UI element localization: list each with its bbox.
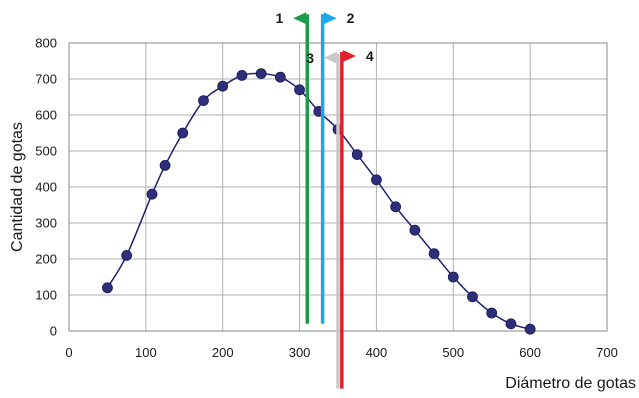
y-tick-label: 400 bbox=[35, 180, 57, 195]
data-point bbox=[121, 249, 133, 261]
x-tick-labels: 0 100 200 300 400 500 600 700 bbox=[65, 345, 617, 360]
marker-label-2: 2 bbox=[347, 10, 355, 26]
x-tick-label: 300 bbox=[289, 345, 311, 360]
y-tick-label: 300 bbox=[35, 216, 57, 231]
data-point bbox=[409, 224, 421, 236]
x-tick-label: 100 bbox=[135, 345, 157, 360]
y-tick-label: 100 bbox=[35, 288, 57, 303]
y-tick-label: 0 bbox=[50, 324, 57, 339]
data-point bbox=[467, 291, 478, 303]
data-point bbox=[236, 70, 248, 81]
marker-label-3: 3 bbox=[306, 50, 314, 66]
x-tick-label: 400 bbox=[366, 345, 388, 360]
marker-arrow-3 bbox=[324, 51, 337, 64]
data-point bbox=[428, 248, 440, 260]
data-point bbox=[159, 159, 171, 171]
data-point bbox=[486, 307, 498, 319]
data-point bbox=[198, 95, 209, 106]
data-point bbox=[255, 68, 267, 79]
y-tick-labels: 0 100 200 300 400 500 600 700 800 bbox=[35, 36, 57, 339]
x-tick-label: 700 bbox=[596, 345, 618, 360]
vertical-markers: 1 2 3 4 bbox=[275, 10, 374, 389]
y-axis-label: Cantidad de gotas bbox=[9, 122, 26, 252]
x-axis-label: Diámetro de gotas bbox=[505, 375, 636, 392]
data-point bbox=[447, 271, 459, 283]
y-tick-label: 600 bbox=[35, 108, 57, 123]
data-point bbox=[102, 282, 113, 294]
x-tick-label: 500 bbox=[442, 345, 464, 360]
data-point bbox=[390, 201, 402, 213]
data-point bbox=[177, 127, 189, 139]
data-point bbox=[505, 318, 517, 330]
y-tick-label: 200 bbox=[35, 252, 57, 267]
data-point bbox=[371, 174, 382, 186]
data-point bbox=[274, 71, 286, 83]
data-point bbox=[146, 188, 158, 200]
y-tick-label: 700 bbox=[35, 72, 57, 87]
data-point bbox=[217, 80, 229, 92]
marker-label-4: 4 bbox=[366, 48, 374, 64]
data-point bbox=[524, 323, 536, 335]
data-point bbox=[294, 84, 305, 96]
data-points bbox=[102, 68, 536, 335]
marker-arrow-4 bbox=[342, 50, 356, 62]
x-tick-label: 600 bbox=[519, 345, 541, 360]
y-tick-label: 800 bbox=[35, 36, 57, 51]
marker-arrow-1 bbox=[293, 12, 307, 25]
data-point bbox=[351, 149, 363, 161]
x-tick-label: 0 bbox=[65, 345, 72, 360]
marker-arrow-2 bbox=[323, 12, 337, 25]
marker-label-1: 1 bbox=[275, 10, 283, 26]
y-tick-label: 500 bbox=[35, 144, 57, 159]
x-tick-label: 200 bbox=[212, 345, 234, 360]
